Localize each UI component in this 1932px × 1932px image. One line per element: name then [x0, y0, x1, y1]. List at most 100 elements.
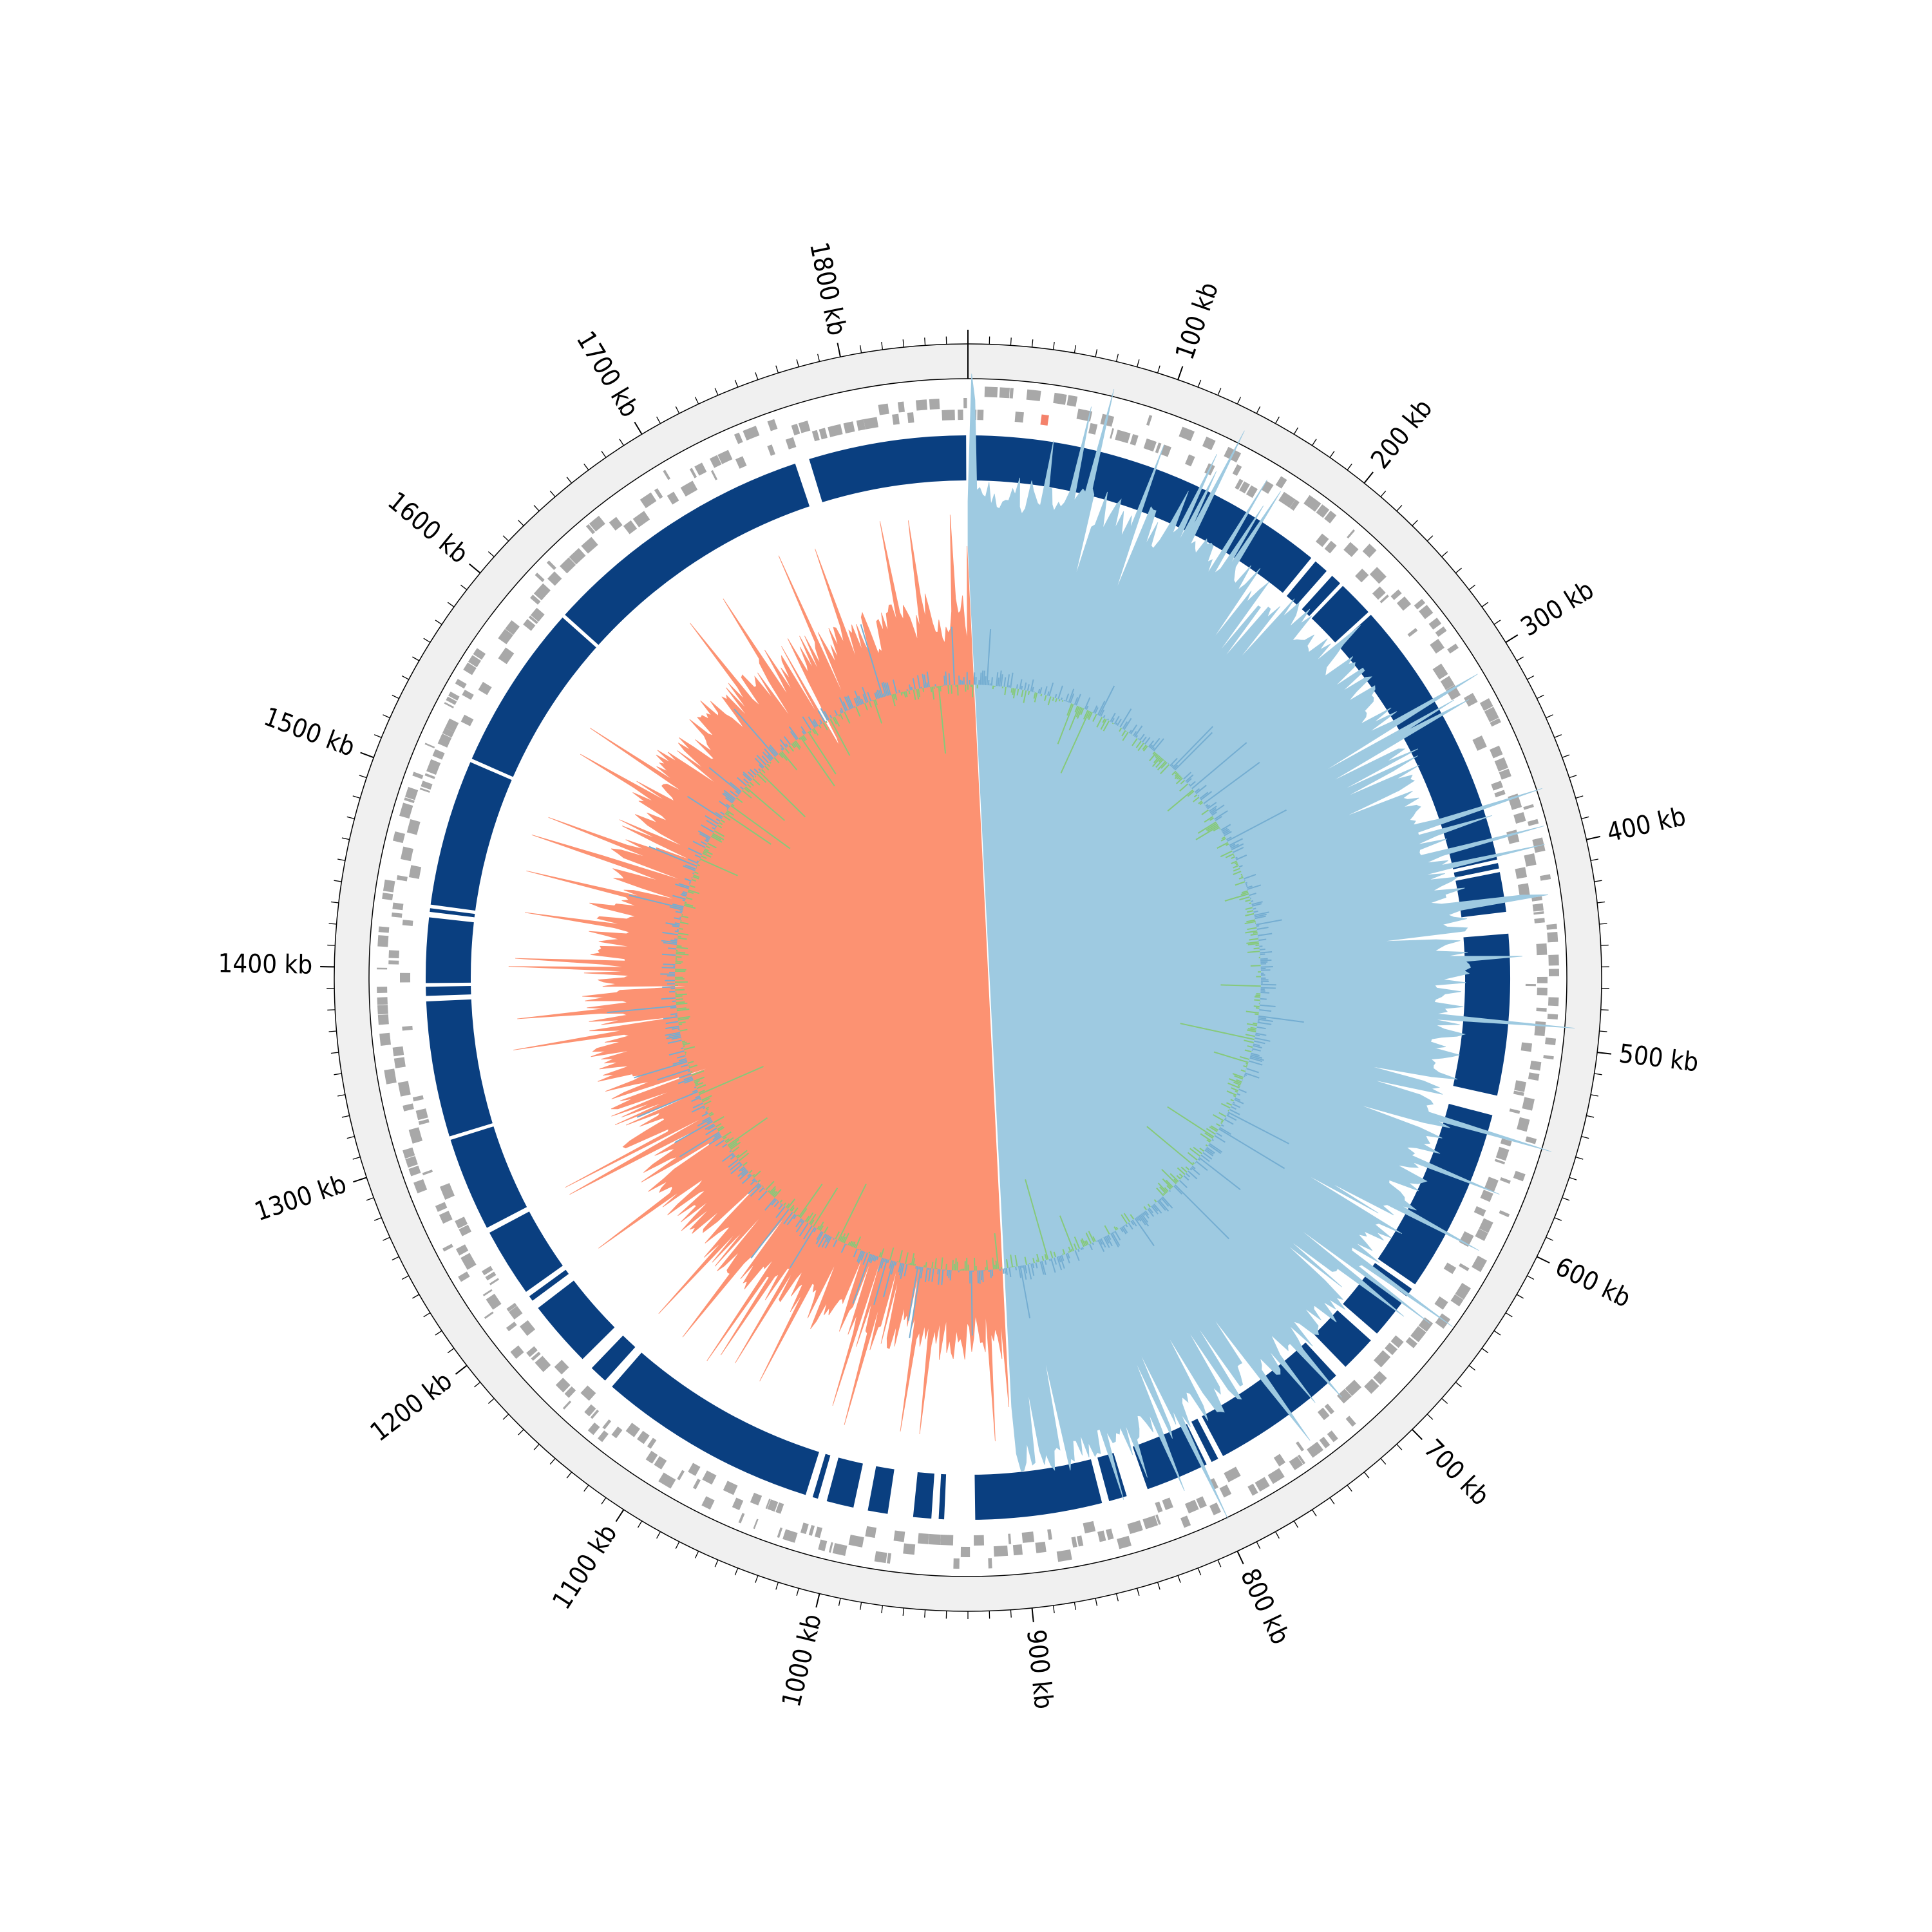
cds-feature	[384, 1068, 397, 1084]
cds-feature	[689, 468, 697, 478]
cds-feature	[1117, 1535, 1132, 1549]
cds-feature	[929, 399, 940, 410]
cds-feature	[421, 781, 433, 790]
cds-feature	[785, 437, 797, 450]
cds-feature	[1219, 1484, 1232, 1498]
cds-feature	[1548, 969, 1559, 976]
cds-feature	[1475, 1228, 1488, 1241]
minor-tick	[1493, 620, 1501, 625]
alignment-block	[425, 917, 474, 983]
cds-feature	[1455, 1283, 1471, 1300]
cds-feature	[1155, 1514, 1161, 1525]
alignment-block	[1454, 863, 1499, 878]
cds-feature	[1446, 685, 1461, 701]
cds-feature	[1012, 1544, 1023, 1556]
cds-feature	[440, 1182, 455, 1200]
minor-tick	[1329, 451, 1335, 458]
cds-feature	[581, 536, 598, 554]
minor-tick	[1441, 551, 1448, 558]
cds-feature	[645, 1450, 658, 1464]
cds-feature	[1224, 1466, 1241, 1482]
minor-tick	[412, 1294, 420, 1299]
cds-feature	[878, 403, 889, 415]
cds-feature	[765, 1499, 771, 1509]
cds-feature	[1316, 533, 1329, 547]
cds-feature	[587, 1422, 600, 1435]
cds-feature	[735, 456, 747, 469]
cds-feature	[1245, 485, 1258, 498]
minor-tick	[601, 451, 607, 458]
major-tick	[615, 1509, 625, 1522]
cds-feature	[1543, 1055, 1554, 1060]
cds-feature	[1531, 896, 1542, 902]
scale-tick-label: 400 kb	[1604, 802, 1689, 848]
cds-feature	[1464, 692, 1478, 707]
cds-feature	[393, 1057, 406, 1068]
cds-feature	[960, 1546, 971, 1557]
cds-feature	[782, 1529, 798, 1543]
scale-tick-label: 1400 kb	[218, 949, 312, 980]
minor-tick	[341, 837, 350, 840]
alignment-block	[426, 986, 471, 996]
scale-tick-label: 300 kb	[1516, 575, 1599, 643]
cds-feature	[432, 749, 445, 760]
cds-feature	[1278, 491, 1296, 508]
minor-tick	[1380, 1458, 1387, 1465]
cds-feature	[1405, 1337, 1417, 1349]
cds-feature	[897, 401, 905, 413]
major-tick	[1363, 471, 1374, 484]
cds-feature	[1088, 422, 1098, 435]
cds-feature	[531, 1351, 541, 1361]
cds-feature	[1289, 499, 1300, 511]
minor-tick	[1468, 1365, 1476, 1371]
gc-track	[607, 624, 1304, 1338]
minor-tick	[328, 923, 337, 925]
cds-feature	[510, 1345, 524, 1359]
cds-feature	[560, 557, 576, 574]
cds-feature	[1319, 1436, 1331, 1449]
cds-feature	[940, 1534, 954, 1546]
cds-feature	[1297, 1454, 1305, 1464]
minor-tick	[1526, 675, 1535, 680]
cds-feature	[694, 462, 707, 476]
cds-feature	[377, 935, 389, 947]
cds-feature	[993, 1545, 1009, 1557]
cds-feature	[402, 1103, 414, 1112]
cds-feature	[1347, 529, 1356, 539]
scale-tick-label: 1600 kb	[382, 486, 473, 569]
minor-tick	[1236, 397, 1242, 404]
minor-tick	[755, 1575, 759, 1583]
cds-feature	[701, 1496, 715, 1510]
minor-tick	[755, 372, 759, 380]
cds-feature	[1532, 837, 1546, 853]
minor-tick	[796, 1588, 799, 1596]
minor-tick	[694, 1551, 699, 1558]
cds-feature	[1513, 812, 1526, 824]
alignment-block	[1343, 1275, 1403, 1334]
cds-feature	[743, 426, 760, 440]
cds-feature	[1396, 596, 1412, 611]
minor-tick	[1052, 341, 1055, 350]
minor-tick	[1455, 567, 1462, 574]
minor-tick	[1481, 601, 1489, 607]
alignment-block	[591, 1335, 636, 1381]
cds-feature	[1184, 1499, 1199, 1514]
cds-feature	[819, 428, 828, 440]
cds-feature	[1021, 1531, 1035, 1543]
minor-tick	[1347, 463, 1352, 471]
cds-feature	[767, 1499, 779, 1512]
cds-feature	[1179, 426, 1195, 441]
cds-feature	[667, 491, 679, 505]
cds-feature	[1127, 1520, 1143, 1535]
cds-feature	[535, 1356, 551, 1372]
cds-feature	[455, 679, 467, 689]
cds-feature	[554, 1359, 569, 1375]
cds-feature	[903, 1543, 916, 1555]
cds-feature	[377, 967, 388, 970]
minor-tick	[1581, 816, 1589, 819]
cds-feature	[977, 410, 984, 421]
alignment-block	[867, 1466, 895, 1514]
minor-tick	[327, 944, 336, 946]
major-tick	[1505, 634, 1519, 643]
cds-feature	[1434, 1296, 1448, 1310]
